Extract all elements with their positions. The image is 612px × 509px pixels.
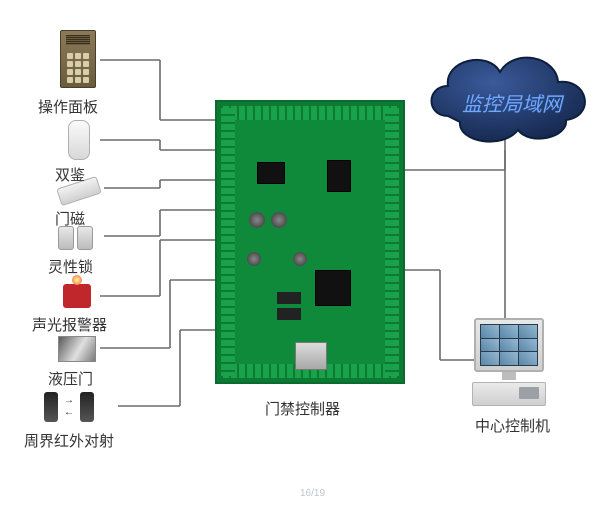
ir-beam-label: 周界红外对射 bbox=[24, 430, 114, 451]
lan-cloud-label: 监控局域网 bbox=[462, 88, 562, 117]
dual-sensor-icon bbox=[68, 120, 90, 160]
hydraulic-door-icon bbox=[58, 336, 96, 362]
smart-lock-label: 灵性锁 bbox=[48, 256, 93, 277]
diagram-stage: →← 操作面板 双鉴 门磁 灵性锁 声光报警器 液压门 周界红外对射 门禁控制器… bbox=[0, 0, 612, 509]
access-controller-label: 门禁控制器 bbox=[265, 398, 340, 419]
operation-panel-label: 操作面板 bbox=[38, 96, 98, 117]
sound-light-alarm-icon bbox=[63, 284, 91, 308]
alarm-label: 声光报警器 bbox=[32, 314, 107, 335]
infrared-beam-icon: →← bbox=[44, 392, 94, 422]
center-control-pc-label: 中心控制机 bbox=[475, 415, 550, 436]
dual-sensor-label: 双鉴 bbox=[55, 164, 85, 185]
center-control-pc-icon bbox=[472, 318, 546, 406]
access-controller-pcb bbox=[215, 100, 405, 384]
hydraulic-door-label: 液压门 bbox=[48, 368, 93, 389]
smart-lock-icon bbox=[58, 226, 93, 250]
operation-panel-icon bbox=[60, 30, 96, 88]
door-magnet-label: 门磁 bbox=[55, 208, 85, 229]
page-number: 16/19 bbox=[300, 488, 325, 499]
